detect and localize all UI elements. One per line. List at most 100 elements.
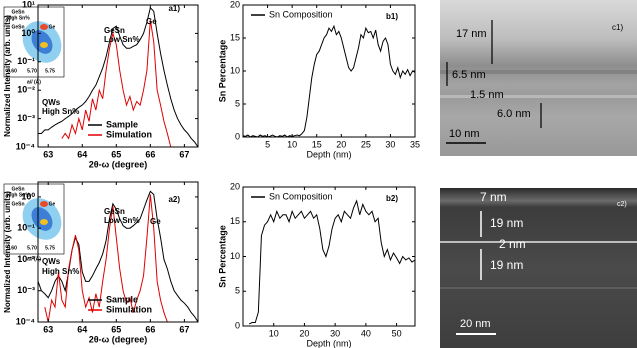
x-tick-label: 30: [330, 328, 340, 338]
x-tick-label: 67: [179, 324, 189, 334]
annotation: Low Sn%: [104, 216, 140, 225]
legend-label: Sample: [106, 294, 138, 304]
annotation: Low Sn%: [104, 35, 140, 44]
tem-band: [440, 287, 637, 289]
data-line: [243, 24, 415, 137]
y-tick-label: 10⁻²: [17, 85, 35, 95]
tem-label: 2 nm: [499, 237, 526, 251]
inset-label: 5.70: [27, 68, 37, 74]
legend-label: Sample: [106, 119, 138, 129]
inset-label: GeSn: [11, 186, 24, 192]
tem-label: 19 nm: [490, 258, 523, 272]
y-tick-label: 20: [230, 181, 240, 191]
x-tick-label: 15: [312, 139, 322, 149]
inset-label: GeSn: [11, 24, 24, 30]
y-tick-label: 10¹: [22, 0, 35, 9]
y-tick-label: 10⁻⁴: [16, 316, 35, 326]
x-tick-label: 20: [336, 139, 346, 149]
plot-frame: [37, 181, 199, 323]
y-tick-label: 10⁻⁴: [16, 141, 35, 151]
scale-bar-label: 10 nm: [449, 128, 480, 140]
inset-label: 5.60: [7, 68, 17, 74]
panel-label: c1): [612, 23, 623, 32]
tem-image-c2: 7 nm 19 nm 2 nm 19 nm c2) 20 nm: [440, 188, 637, 348]
rsm-peak: [31, 30, 53, 54]
inset-label: High Sn%: [6, 192, 30, 198]
tem-band: [440, 241, 637, 243]
x-tick-label: 20: [299, 328, 309, 338]
rsm-peak: [31, 207, 53, 231]
y-axis-label: Normalized Intensity (arb. units): [3, 191, 12, 313]
y-tick-label: 10⁰: [21, 191, 35, 201]
data-line: [38, 190, 198, 322]
data-line: [38, 6, 198, 147]
x-tick-label: 50: [392, 328, 402, 338]
x-axis-label: 2θ-ω (degree): [89, 334, 147, 344]
x-tick-label: 63: [43, 324, 53, 334]
inset-label: GeSn: [11, 201, 24, 207]
y-tick-label: 10⁻¹: [17, 223, 35, 233]
inset-label: 5.75: [45, 68, 55, 74]
annotation: QWs: [42, 257, 61, 266]
tem-label: 17 nm: [456, 28, 487, 40]
y-tick-label: 10⁻³: [17, 113, 35, 123]
annotation: b2): [386, 194, 398, 203]
annotation: b1): [386, 12, 398, 21]
tem-label: 6.5 nm: [452, 69, 486, 81]
x-tick-label: 67: [179, 149, 189, 159]
x-tick-label: 65: [111, 324, 121, 334]
y-tick-label: 5: [235, 98, 240, 108]
y-axis-label: Sn Percentage: [217, 40, 227, 103]
x-tick-label: 63: [43, 149, 53, 159]
x-axis-label: 2θ-ω (degree): [89, 159, 147, 169]
annotation: GeSn: [104, 207, 125, 216]
plot-frame: [242, 4, 416, 138]
rsm-peak: [40, 24, 48, 30]
inset-label: 5.75: [45, 245, 55, 251]
tem-label: 19 nm: [490, 216, 523, 230]
rsm-peak: [40, 201, 48, 207]
x-tick-label: 10: [269, 328, 279, 338]
annotation: Ge: [150, 217, 161, 226]
annotation: High Sn%: [42, 267, 79, 276]
x-tick-label: 66: [145, 149, 155, 159]
tem-band: [440, 95, 637, 98]
x-tick-label: 25: [361, 139, 371, 149]
y-tick-label: 20: [230, 0, 240, 9]
tem-label: 6.0 nm: [497, 108, 531, 120]
y-tick-label: 10⁻³: [17, 285, 35, 295]
annotation: High Sn%: [42, 107, 79, 116]
inset-label: High Sn%: [6, 15, 30, 21]
x-axis-label: Depth (nm): [306, 149, 351, 159]
tem-image-c1: 17 nm 6.5 nm 1.5 nm 6.0 nm c1) 10 nm: [440, 0, 637, 156]
x-tick-label: 40: [361, 328, 371, 338]
tem-label: 1.5 nm: [470, 89, 504, 101]
tem-band: [440, 70, 637, 74]
x-tick-label: 65: [111, 149, 121, 159]
x-tick-label: 10: [287, 139, 297, 149]
inset-label: a// (Å): [27, 255, 41, 262]
y-tick-label: 10: [230, 65, 240, 75]
inset-label: a// (Å): [27, 78, 41, 85]
inset-label: Ge: [49, 201, 56, 207]
plot-frame: [37, 4, 199, 148]
x-tick-label: 66: [145, 324, 155, 334]
annotation: GeSn: [104, 26, 125, 35]
y-tick-label: 5: [235, 286, 240, 296]
x-axis-label: Depth (nm): [306, 338, 351, 348]
scale-bar-label: 20 nm: [460, 318, 491, 330]
y-axis-label: Normalized Intensity (arb. units): [3, 15, 12, 137]
tem-label: 7 nm: [480, 190, 507, 204]
inset-label: GeSn: [11, 9, 24, 15]
data-line: [248, 199, 415, 325]
y-tick-label: 10⁰: [21, 28, 35, 38]
tem-background: [440, 0, 637, 156]
x-tick-label: 64: [77, 324, 87, 334]
y-tick-label: 10: [230, 251, 240, 261]
y-tick-label: 10⁻¹: [17, 56, 35, 66]
data-line: [44, 194, 168, 322]
inset-label: 5.60: [7, 245, 17, 251]
